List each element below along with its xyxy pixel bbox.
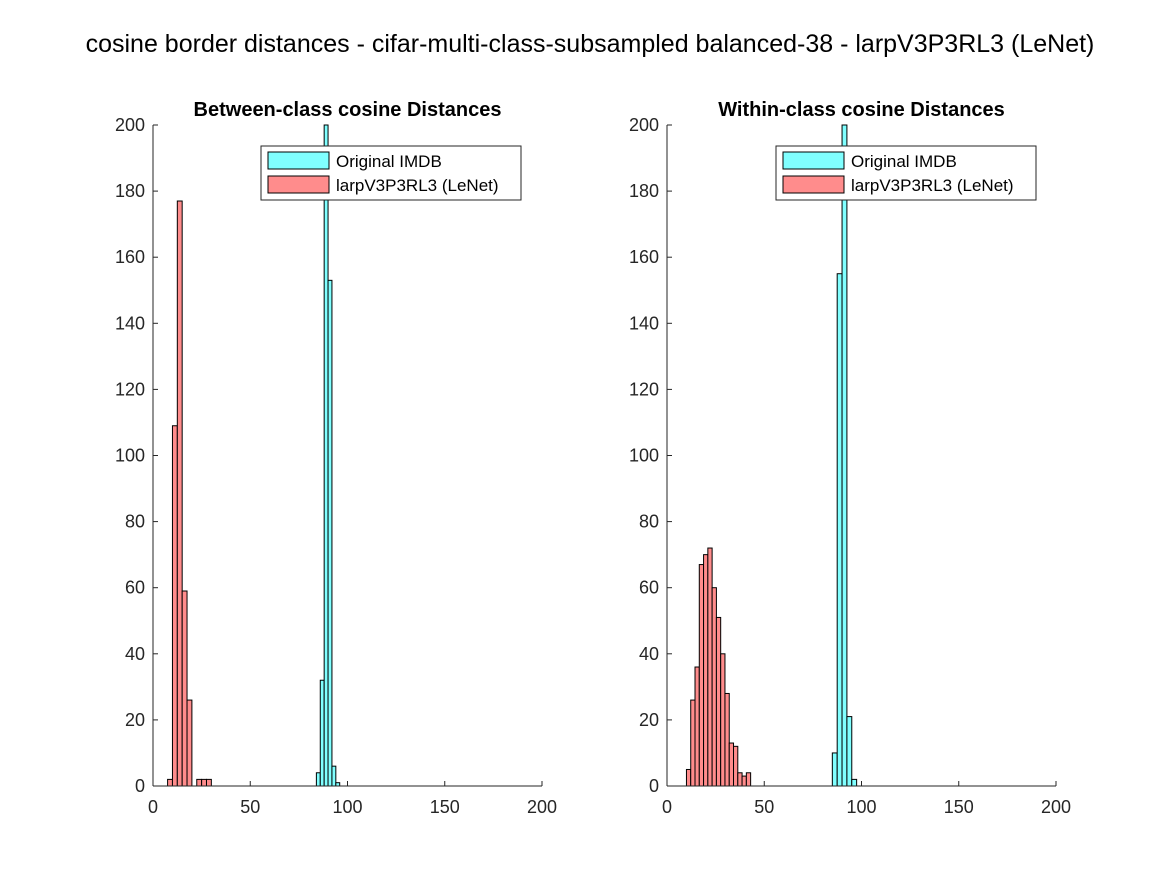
series-larp [153, 200, 212, 787]
y-tick-label: 120 [115, 379, 145, 399]
legend-swatch [267, 151, 330, 170]
histogram-bar [327, 279, 333, 787]
y-tick-label: 0 [135, 776, 145, 796]
legend: Original IMDB larpV3P3RL3 (LeNet) [260, 145, 522, 201]
y-tick-label: 100 [115, 446, 145, 466]
series-original-imdb [153, 124, 504, 787]
y-tick-label: 160 [115, 247, 145, 267]
histogram-bar [323, 124, 329, 787]
histogram-bar [171, 425, 178, 787]
histogram-bar [196, 778, 203, 787]
figure-suptitle: cosine border distances - cifar-multi-cl… [85, 30, 1095, 58]
plot-group: Between-class cosine Distances 0 20 40 60 80 1… [115, 99, 557, 817]
y-tick-label: 60 [125, 578, 145, 598]
x-tick-label: 150 [430, 797, 460, 817]
x-tick-label: 200 [527, 797, 557, 817]
legend-label: Original IMDB [336, 152, 442, 171]
x-tick-label: 0 [148, 797, 158, 817]
histogram-bar [315, 772, 321, 787]
x-tick-label: 100 [332, 797, 362, 817]
chart-title: Between-class cosine Distances [194, 99, 502, 121]
legend-swatch [267, 175, 330, 194]
y-tick-label: 80 [125, 512, 145, 532]
legend-label: larpV3P3RL3 (LeNet) [336, 176, 499, 195]
histogram-bar [205, 778, 212, 787]
histogram-bar [201, 778, 207, 787]
y-tick-label: 20 [125, 710, 145, 730]
y-tick-label: 140 [115, 313, 145, 333]
y-tick-label: 200 [115, 115, 145, 135]
histogram-bar [181, 590, 188, 787]
histogram-bar [167, 778, 173, 787]
y-tick-label: 180 [115, 181, 145, 201]
y-tick-label: 40 [125, 644, 145, 664]
histogram-bar [331, 765, 337, 787]
x-tick-label: 50 [240, 797, 260, 817]
histogram-bar [319, 679, 325, 787]
histogram-bar [186, 699, 193, 787]
histogram-bar [176, 200, 183, 787]
